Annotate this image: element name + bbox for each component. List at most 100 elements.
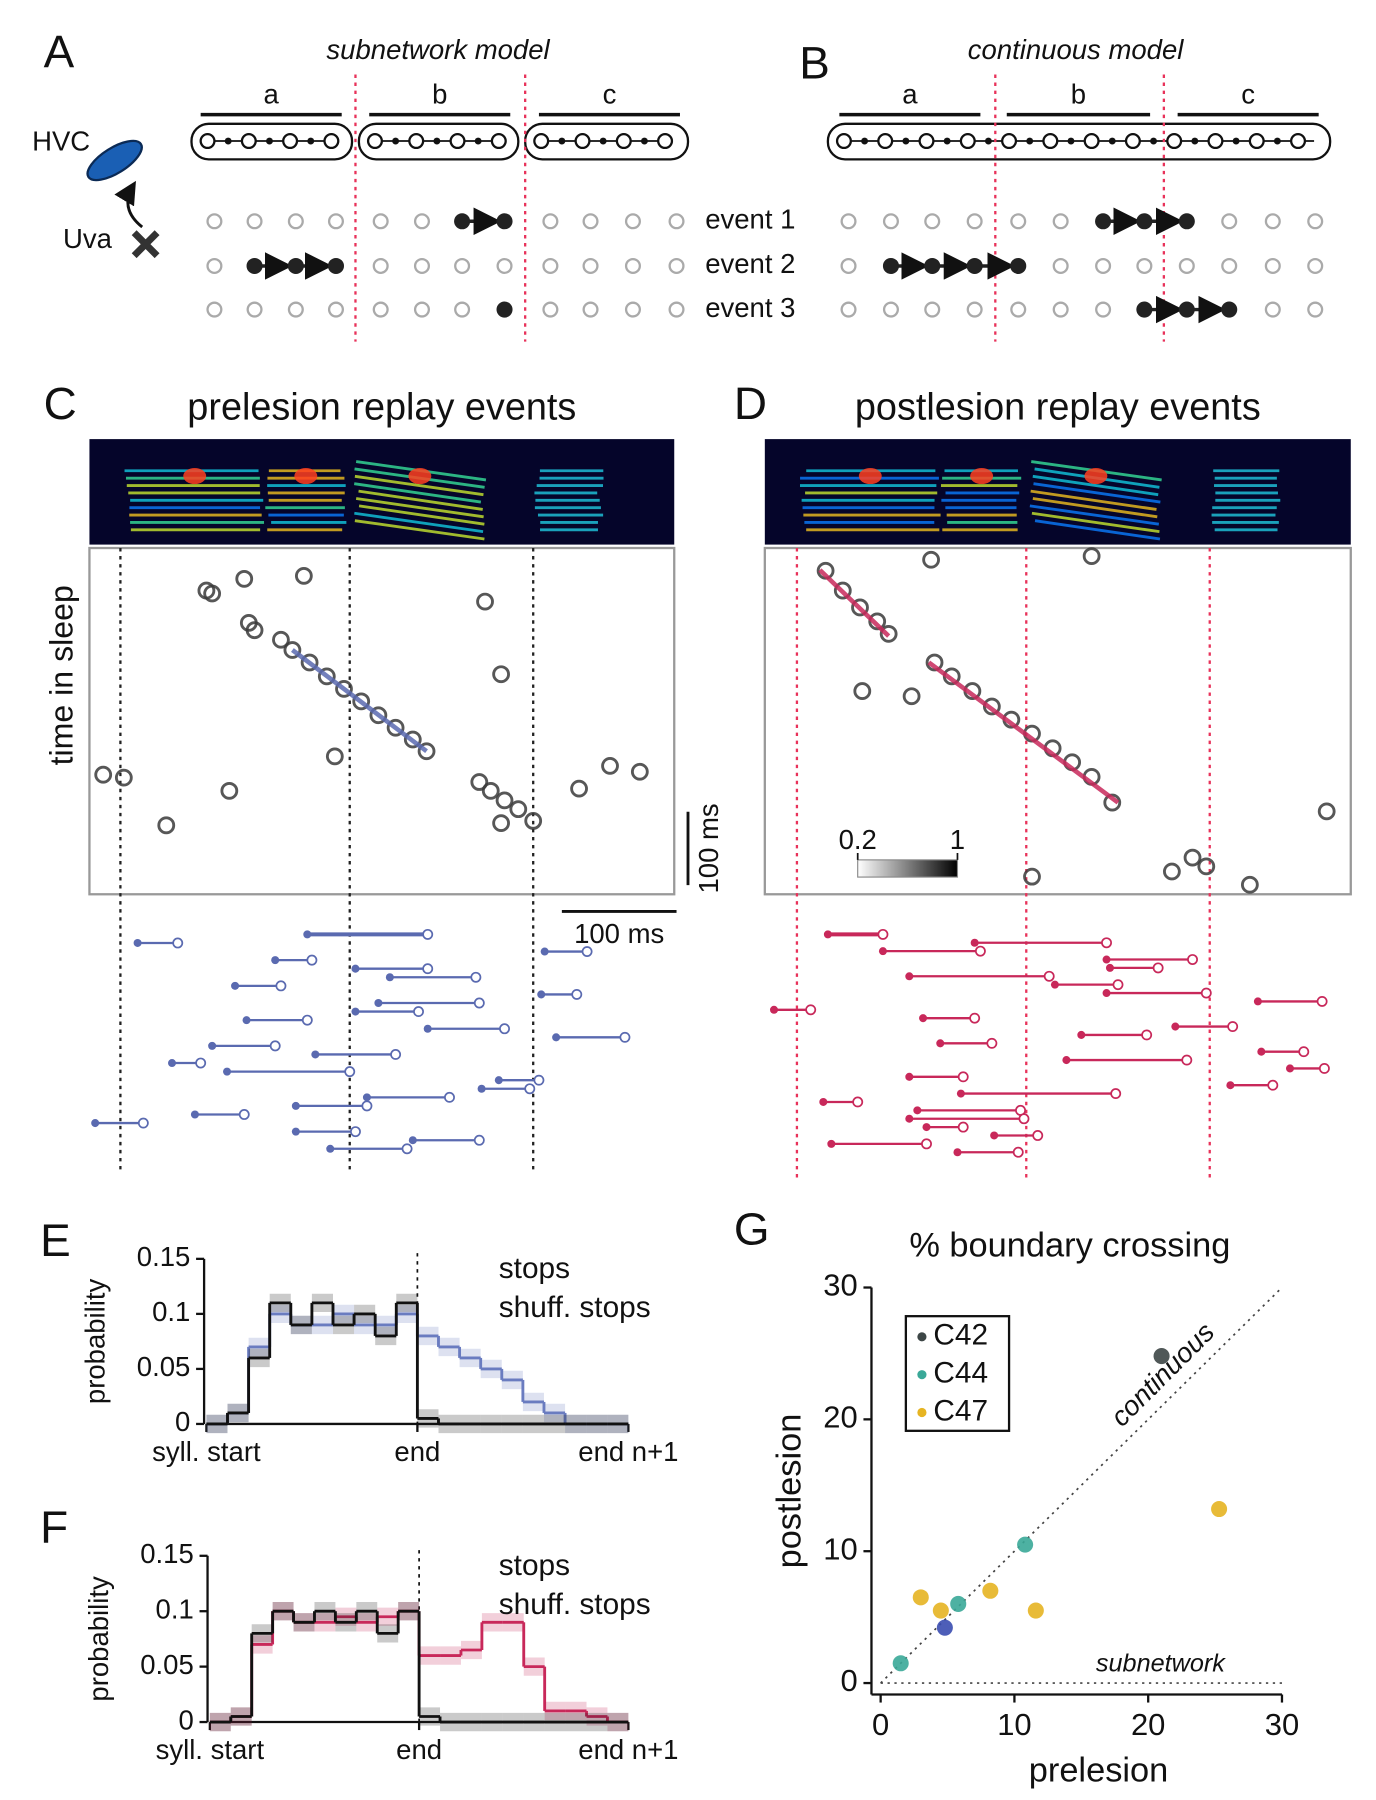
replay-spike [476,592,494,611]
active-neuron [966,257,983,275]
inactive-neuron [1307,213,1324,230]
segment-label: c [603,79,617,110]
replay-spike [220,781,239,800]
y-tick-label: 20 [823,1400,857,1435]
event-stop [571,988,583,1000]
inactive-neuron [882,213,899,230]
replay-spike [235,569,254,588]
inactive-neuron [1136,257,1153,275]
event-start [271,956,280,965]
active-neuron [1136,213,1153,230]
inactive-neuron [372,301,389,318]
spectrogram-peak [408,468,432,485]
inactive-neuron [882,301,899,318]
inactive-neuron [413,301,430,318]
replay-spike [300,653,319,672]
chain-node [599,137,607,145]
event-stop [1032,1130,1044,1141]
event-start [1257,1047,1266,1056]
event-stop [1181,1054,1193,1066]
spectrogram-peak [183,468,207,485]
event-start [133,938,142,947]
chain-neuron [918,132,935,150]
event-stop [172,937,184,949]
x-tick-label: 20 [1131,1707,1165,1742]
event-stop [1152,962,1164,974]
event-stop [921,1138,932,1150]
segment-label: b [1071,79,1086,110]
event-stop [1187,954,1198,965]
model-title: continuous model [968,34,1184,65]
chain-node [474,137,482,145]
active-neuron [1178,213,1195,230]
replay-spike [570,779,588,798]
uva-lesion [131,230,160,259]
x-tick-label: end [396,1734,442,1765]
event-stop [1318,1063,1330,1074]
event-start [167,1059,177,1068]
data-point [1153,1348,1170,1365]
event-start [311,1050,320,1059]
chain-neuron [408,132,425,150]
legend-entry: C42 [933,1319,988,1352]
chain-node [1273,137,1281,145]
active-neuron [496,301,513,318]
inactive-neuron [454,301,471,318]
event-stop [986,1037,998,1049]
colorbar-tick-label: 1 [950,824,965,855]
event-start [1102,989,1111,998]
x-tick-label: syll. start [156,1734,265,1765]
event-label: event 3 [705,292,795,323]
active-neuron [246,257,263,275]
spectrogram-band [355,497,484,519]
y-axis-label: probability [80,1278,111,1404]
x-tick-label: syll. start [152,1436,261,1467]
panel-label: B [799,37,830,89]
inactive-neuron [966,301,983,318]
x-axis-label: prelesion [1029,1752,1169,1790]
inactive-neuron [840,213,857,230]
inactive-neuron [582,213,599,230]
inactive-neuron [1221,257,1238,275]
event-stop [1043,970,1055,982]
event-stop [470,971,482,983]
legend-marker [917,1332,927,1342]
event-start [385,973,394,982]
replay-spike [879,624,898,643]
event-stop [969,1012,981,1024]
event-start [303,930,312,939]
chain-node [266,137,273,145]
panel-label: G [734,1203,770,1255]
replay-spike [851,598,869,617]
colorbar-tick-label: 0.2 [839,824,877,855]
spectrogram-band [1032,474,1159,497]
spectrogram-band [354,519,485,541]
event-start [326,1144,335,1153]
event-stop [957,1071,969,1083]
event-start [827,1139,836,1148]
event-stop [533,1074,545,1086]
chain-neuron [449,132,466,150]
inactive-neuron [840,301,857,318]
chain-neuron [1207,132,1224,150]
inactive-neuron [206,301,223,318]
panel-label: F [40,1501,68,1553]
replay-spike [203,584,222,603]
replay-spike [524,812,543,830]
inactive-neuron [1264,301,1281,318]
event-start [423,1024,432,1033]
spectrogram-peak [294,468,318,485]
replay-spike [1240,875,1259,894]
event-stop [619,1031,631,1043]
inactive-neuron [542,213,559,230]
chain-node [1150,137,1157,145]
chain-node [558,137,566,145]
event-start [922,1123,931,1132]
inactive-neuron [327,213,344,230]
y-tick-label: 0 [840,1663,857,1698]
sequence-fit [291,648,428,754]
x-tick-label: 10 [997,1707,1031,1742]
event-stop [499,1023,510,1035]
hvc-label: HVC [32,126,90,157]
event-start [1050,980,1059,989]
